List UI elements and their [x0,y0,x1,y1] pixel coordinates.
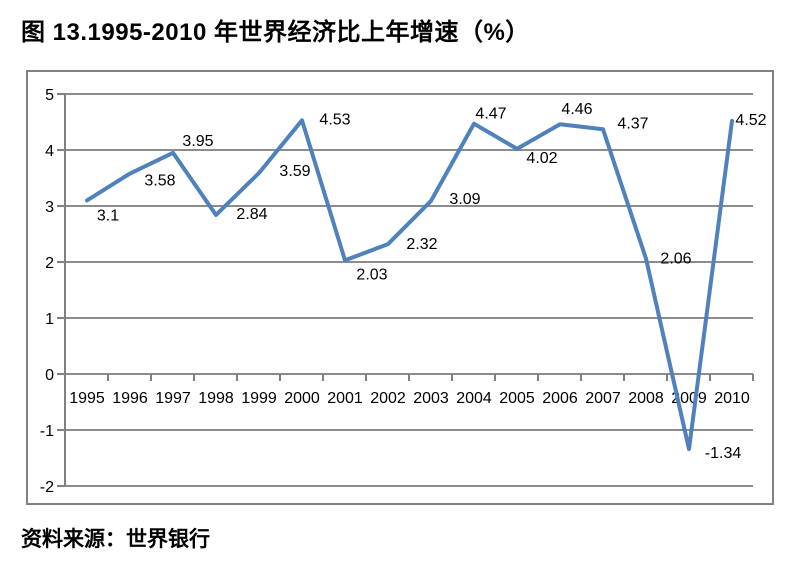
data-line [85,118,734,452]
data-point-label: 3.1 [97,207,119,224]
data-point-label: 3.09 [449,191,480,208]
line-chart: 5 4 3 2 1 0 -1 -2 1995 1996 1997 1998 1999 2000 2001 20… [26,70,774,505]
data-point-label: 2.06 [660,251,691,268]
y-tick-label: 1 [45,311,54,328]
x-tick-label: 2007 [585,390,621,407]
x-tick-label: 1995 [69,390,105,407]
x-tick-label: 2008 [628,390,664,407]
y-tick-label: -2 [40,479,54,496]
x-tick-label: 1997 [155,390,191,407]
y-tick-label: 4 [45,143,54,160]
x-tick-label: 2000 [284,390,320,407]
x-tick-label: 2004 [456,390,492,407]
y-tick-label: 0 [45,367,54,384]
x-tick-label: 1999 [241,390,277,407]
data-point-label: -1.34 [705,445,742,462]
data-point-label: 3.59 [279,163,310,180]
x-tick-label: 1996 [112,390,148,407]
x-tick-label: 2002 [370,390,406,407]
chart-border [26,70,774,505]
x-tick-label: 2005 [499,390,535,407]
data-point-label: 2.32 [406,236,437,253]
data-point-label: 3.95 [182,133,213,150]
x-tick-label: 2001 [327,390,363,407]
chart-frame: 5 4 3 2 1 0 -1 -2 1995 1996 1997 1998 1999 2000 2001 20… [26,70,774,506]
data-point-label: 4.02 [526,150,557,167]
data-point-label: 2.84 [236,206,267,223]
chart-title: 图 13.1995-2010 年世界经济比上年增速（%） [21,19,530,46]
data-point-label: 3.58 [144,173,175,190]
data-point-label: 4.53 [319,111,350,128]
data-point-label: 4.37 [617,115,648,132]
data-point-label: 2.03 [356,266,387,283]
x-tick-label: 2003 [413,390,449,407]
data-point-label: 4.52 [735,112,766,129]
data-point-label: 4.46 [561,101,592,118]
y-tick-label: -1 [40,423,54,440]
y-tick-label: 5 [45,87,54,104]
x-tick-label: 2006 [542,390,578,407]
x-tick-label: 1998 [198,390,234,407]
y-tick-label: 2 [45,255,54,272]
y-tick-label: 3 [45,199,54,216]
source-note: 资料来源：世界银行 [21,528,210,551]
x-tick-label: 2010 [714,390,750,407]
data-point-label: 4.47 [475,106,506,123]
